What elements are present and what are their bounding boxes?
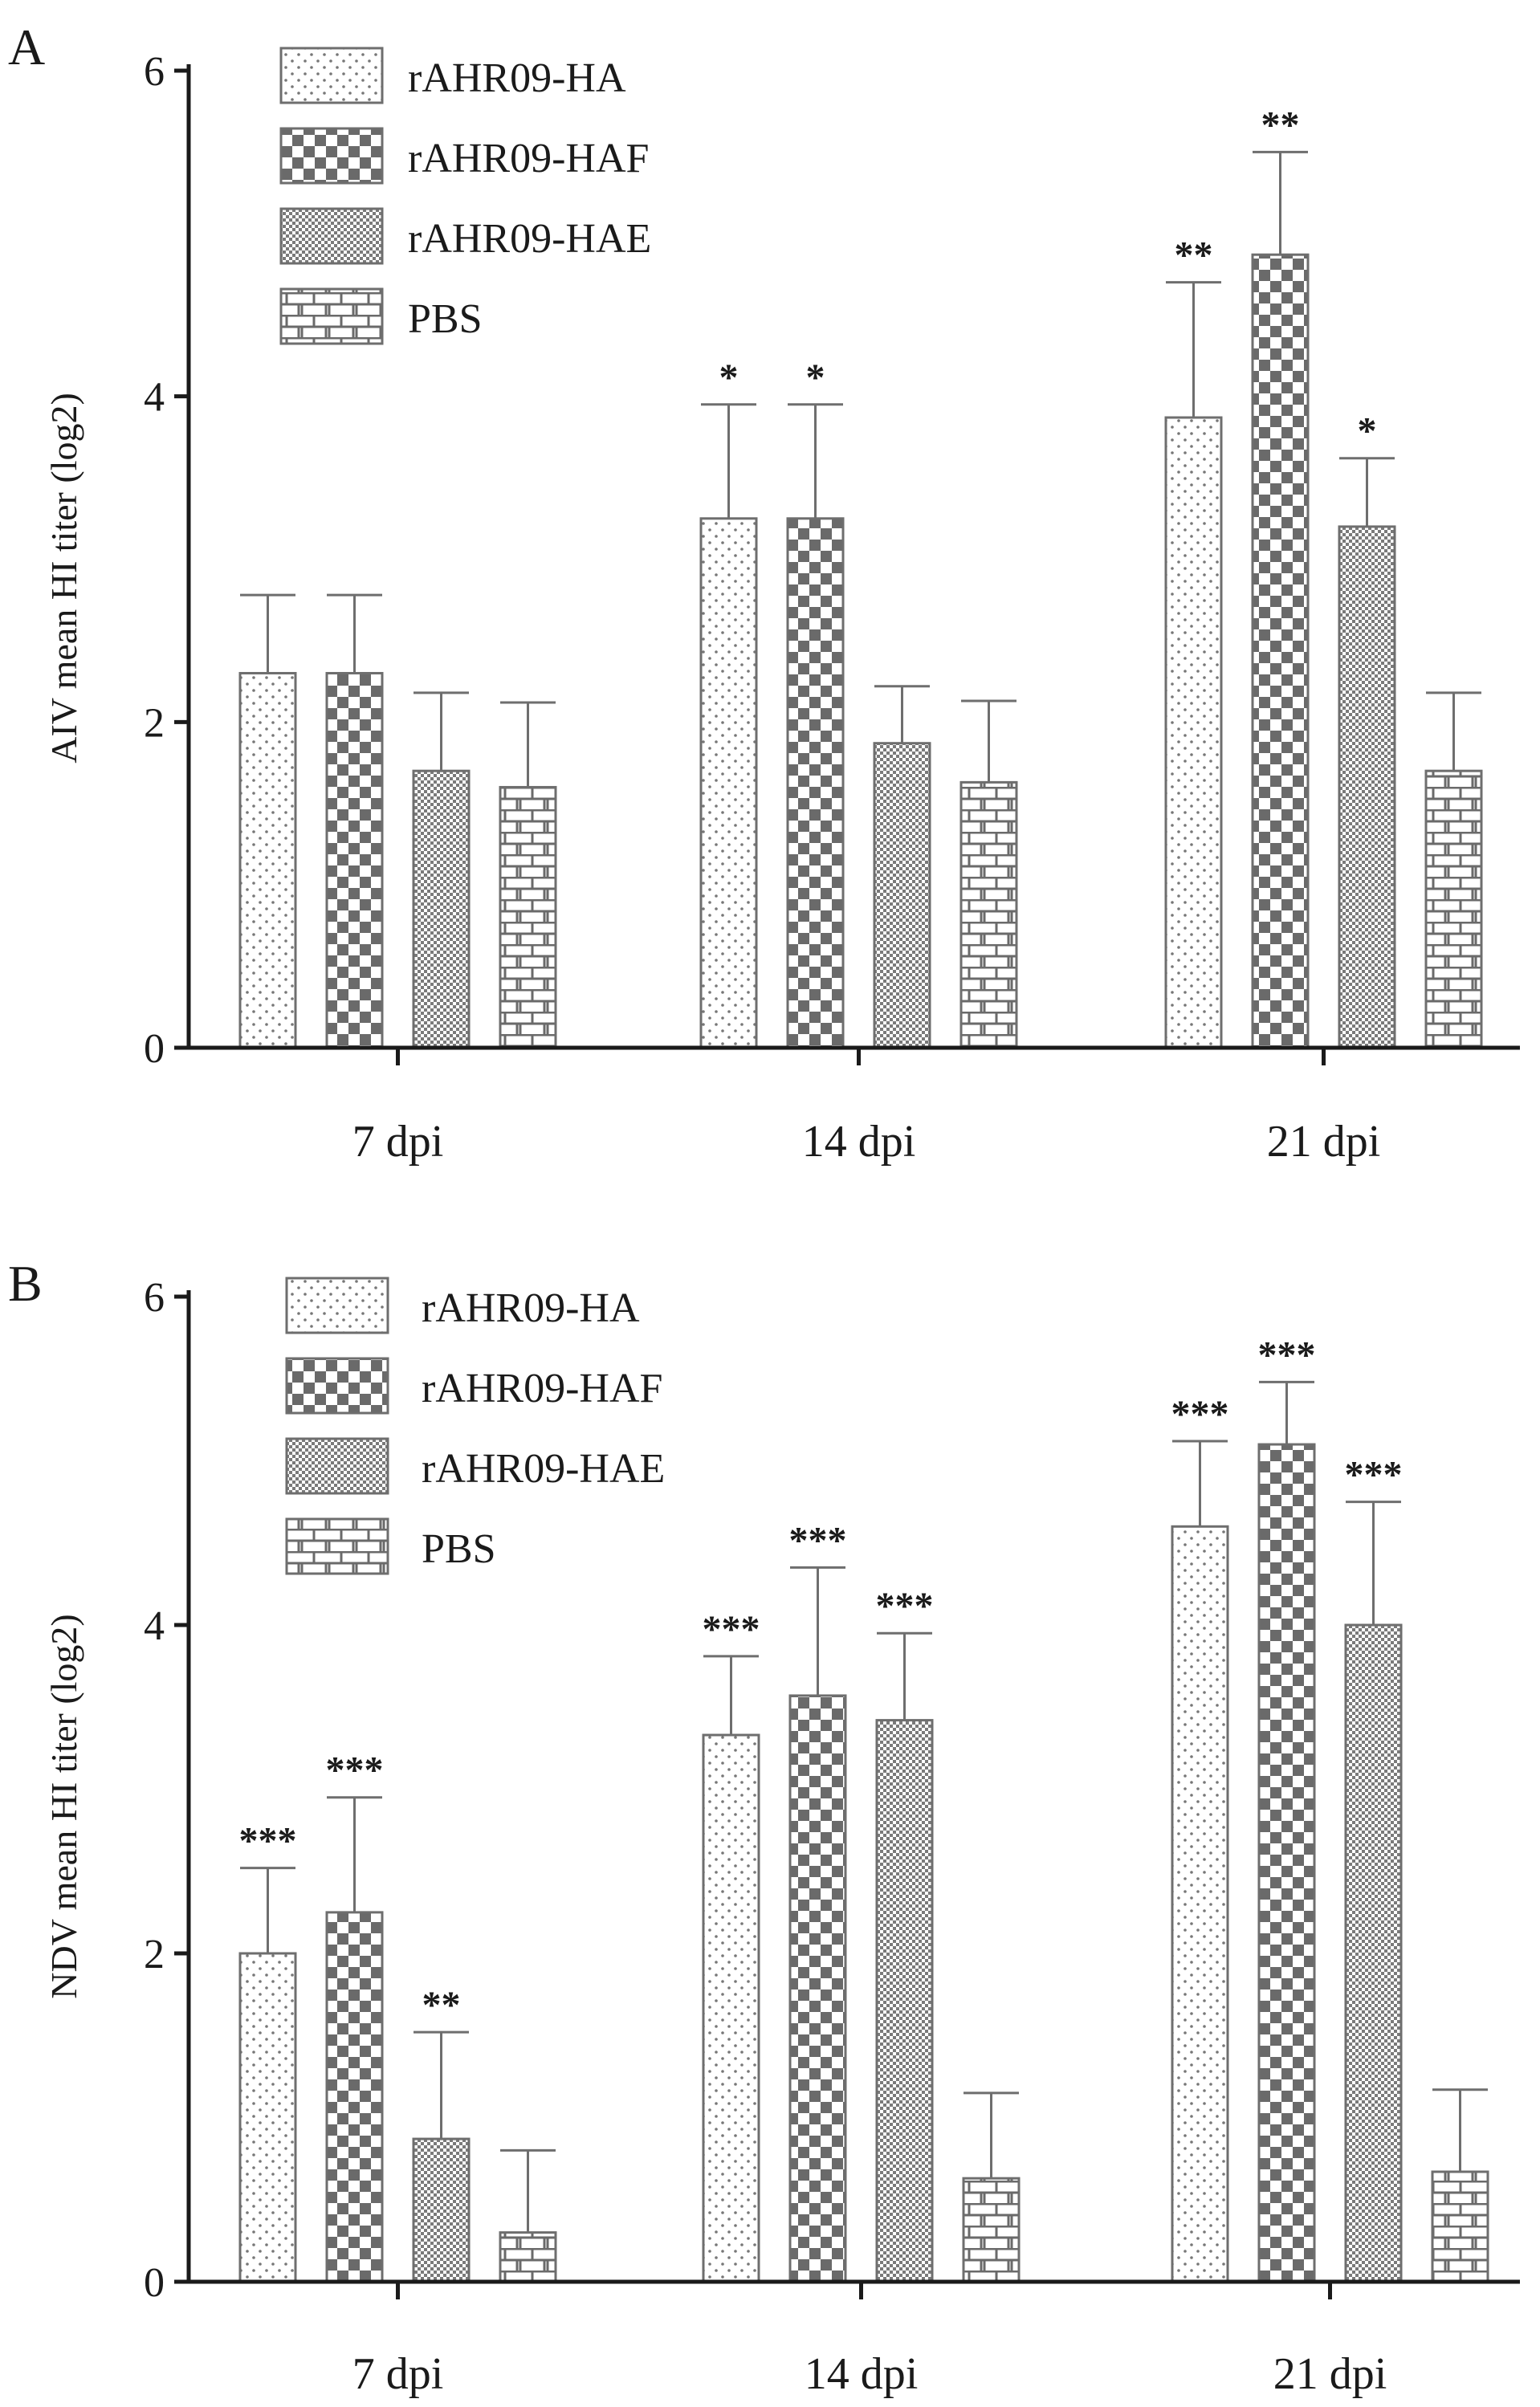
x-categories: 7 dpi 14 dpi 21 dpi <box>352 2282 1387 2399</box>
y-tick-label: 2 <box>144 1932 165 1977</box>
bar <box>962 2177 1021 2283</box>
bar <box>238 1952 297 2283</box>
significance-label: * <box>719 356 739 399</box>
bar <box>1164 416 1223 1049</box>
y-tick-label: 6 <box>144 49 165 95</box>
significance-label: * <box>1358 410 1377 453</box>
y-ticks: 0 2 4 6 <box>144 49 189 1072</box>
significance-label: ** <box>1175 234 1213 277</box>
panel-letter: A <box>8 18 45 75</box>
x-category-label: 7 dpi <box>352 2349 444 2399</box>
legend-swatch <box>279 47 384 104</box>
legend-label: PBS <box>422 1526 496 1572</box>
legend: rAHR09-HA rAHR09-HAF rAHR09-HAE PBS <box>279 47 651 345</box>
x-categories: 7 dpi 14 dpi 21 dpi <box>352 1048 1381 1167</box>
legend-swatch <box>285 1357 389 1415</box>
x-category-label: 7 dpi <box>352 1117 444 1167</box>
x-category-label: 14 dpi <box>802 1117 916 1167</box>
significance-label: *** <box>789 1519 847 1562</box>
legend-swatch <box>285 1437 389 1495</box>
bar <box>1257 1443 1316 2283</box>
y-axis-label: AIV mean HI titer (log2) <box>43 393 84 764</box>
x-category-label: 21 dpi <box>1273 2349 1387 2399</box>
y-axis-label: NDV mean HI titer (log2) <box>43 1614 84 1998</box>
bar <box>1171 1525 1229 2283</box>
legend-label: rAHR09-HA <box>408 55 626 101</box>
legend-label: rAHR09-HAE <box>408 216 651 262</box>
bar <box>325 1911 384 2283</box>
bar <box>1431 2170 1489 2283</box>
legend-swatch <box>279 287 384 345</box>
significance-label: *** <box>1345 1454 1403 1497</box>
bar <box>1338 525 1396 1049</box>
bar <box>325 671 384 1049</box>
significance-label: *** <box>239 1820 297 1863</box>
significance-label: *** <box>703 1608 760 1651</box>
y-tick-label: 2 <box>144 700 165 746</box>
bar <box>1424 769 1483 1049</box>
bar <box>238 671 297 1049</box>
y-tick-label: 0 <box>144 1026 165 1072</box>
legend-swatch <box>285 1277 389 1334</box>
x-category-label: 14 dpi <box>805 2349 919 2399</box>
y-tick-label: 4 <box>144 375 165 421</box>
bar <box>412 2137 471 2283</box>
legend-label: rAHR09-HA <box>422 1285 640 1331</box>
legend-label: rAHR09-HAF <box>408 136 649 181</box>
bar <box>699 517 758 1049</box>
significance-label: *** <box>1171 1393 1229 1436</box>
legend-swatch <box>279 207 384 265</box>
significance-label: * <box>806 356 825 399</box>
bar <box>788 1694 847 2283</box>
panel-letter: B <box>8 1255 43 1312</box>
significance-label: ** <box>1261 104 1300 146</box>
legend-label: rAHR09-HAF <box>422 1366 662 1411</box>
bar <box>412 769 471 1049</box>
legend-swatch <box>279 127 384 185</box>
bar <box>499 785 557 1049</box>
bar <box>702 1733 760 2283</box>
bar <box>959 780 1018 1049</box>
bar <box>873 742 931 1049</box>
bars: ******* <box>238 104 1483 1049</box>
significance-label: ** <box>422 1984 461 2026</box>
legend-label: rAHR09-HAE <box>422 1446 665 1492</box>
legend-swatch <box>285 1517 389 1575</box>
significance-label: *** <box>1258 1334 1316 1376</box>
bar <box>1344 1623 1403 2283</box>
y-ticks: 0 2 4 6 <box>144 1275 189 2306</box>
legend: rAHR09-HA rAHR09-HAF rAHR09-HAE PBS <box>285 1277 665 1575</box>
significance-label: *** <box>876 1585 934 1627</box>
bar <box>1251 253 1310 1049</box>
y-tick-label: 0 <box>144 2260 165 2306</box>
bar <box>875 1719 934 2283</box>
x-category-label: 21 dpi <box>1267 1117 1381 1167</box>
significance-label: *** <box>326 1749 384 1792</box>
legend-label: PBS <box>408 296 483 342</box>
bar <box>786 517 845 1049</box>
bar <box>499 2231 557 2283</box>
y-tick-label: 6 <box>144 1275 165 1321</box>
y-tick-label: 4 <box>144 1603 165 1649</box>
